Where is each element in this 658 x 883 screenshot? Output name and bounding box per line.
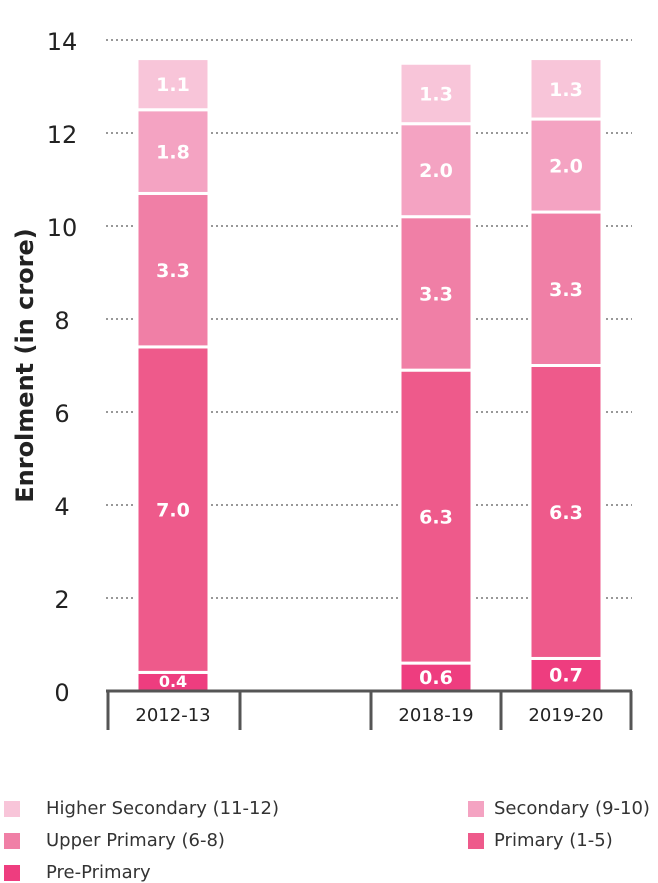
y-axis-ticks: 0 2 4 6 8 10 12 14 xyxy=(47,28,78,707)
bar-segment xyxy=(398,122,474,219)
y-tick-label: 2 xyxy=(54,586,69,614)
bars: 0.4 7.0 3.3 1.8 1.1 0.6 6.3 3.3 2.0 1.3 0.7 6.3 3.3 2… xyxy=(135,57,604,693)
bar-segment xyxy=(135,57,211,112)
data-label: 2.0 xyxy=(549,156,583,178)
data-label: 0.4 xyxy=(159,672,187,691)
x-category-label: 2018-19 xyxy=(398,705,473,726)
data-label: 3.3 xyxy=(549,279,583,301)
data-label: 1.8 xyxy=(156,142,190,164)
data-label: 7.0 xyxy=(156,500,190,522)
data-label: 3.3 xyxy=(419,283,453,305)
y-tick-label: 12 xyxy=(47,121,78,149)
y-tick-label: 6 xyxy=(54,400,69,428)
bar-segment xyxy=(528,57,604,121)
bar-segment xyxy=(398,368,474,665)
bar-segment xyxy=(528,117,604,214)
y-tick-label: 8 xyxy=(54,307,69,335)
data-label: 0.6 xyxy=(419,667,453,689)
x-category-label: 2019-20 xyxy=(528,705,603,726)
data-label: 3.3 xyxy=(156,260,190,282)
bar-segment xyxy=(135,108,211,195)
y-tick-label: 10 xyxy=(47,214,78,242)
x-axis-labels: 2012-13 2018-19 2019-20 xyxy=(135,705,603,726)
data-label: 1.3 xyxy=(549,79,583,101)
bar-segment xyxy=(528,364,604,660)
y-tick-label: 4 xyxy=(54,493,69,521)
data-label: 6.3 xyxy=(419,507,453,529)
x-axis xyxy=(106,689,633,730)
data-label: 2.0 xyxy=(419,160,453,182)
bar-segment xyxy=(135,345,211,674)
bar-segment xyxy=(398,215,474,372)
data-label: 1.1 xyxy=(156,74,190,96)
x-category-label: 2012-13 xyxy=(135,705,210,726)
data-label: 6.3 xyxy=(549,502,583,524)
y-tick-label: 0 xyxy=(54,679,69,707)
bar-segment xyxy=(528,210,604,367)
data-label: 0.7 xyxy=(549,665,583,687)
bar-segment xyxy=(398,61,474,126)
data-label: 1.3 xyxy=(419,83,453,105)
y-tick-label: 14 xyxy=(47,28,78,56)
y-axis-label: Enrolment (in crore) xyxy=(11,228,39,503)
